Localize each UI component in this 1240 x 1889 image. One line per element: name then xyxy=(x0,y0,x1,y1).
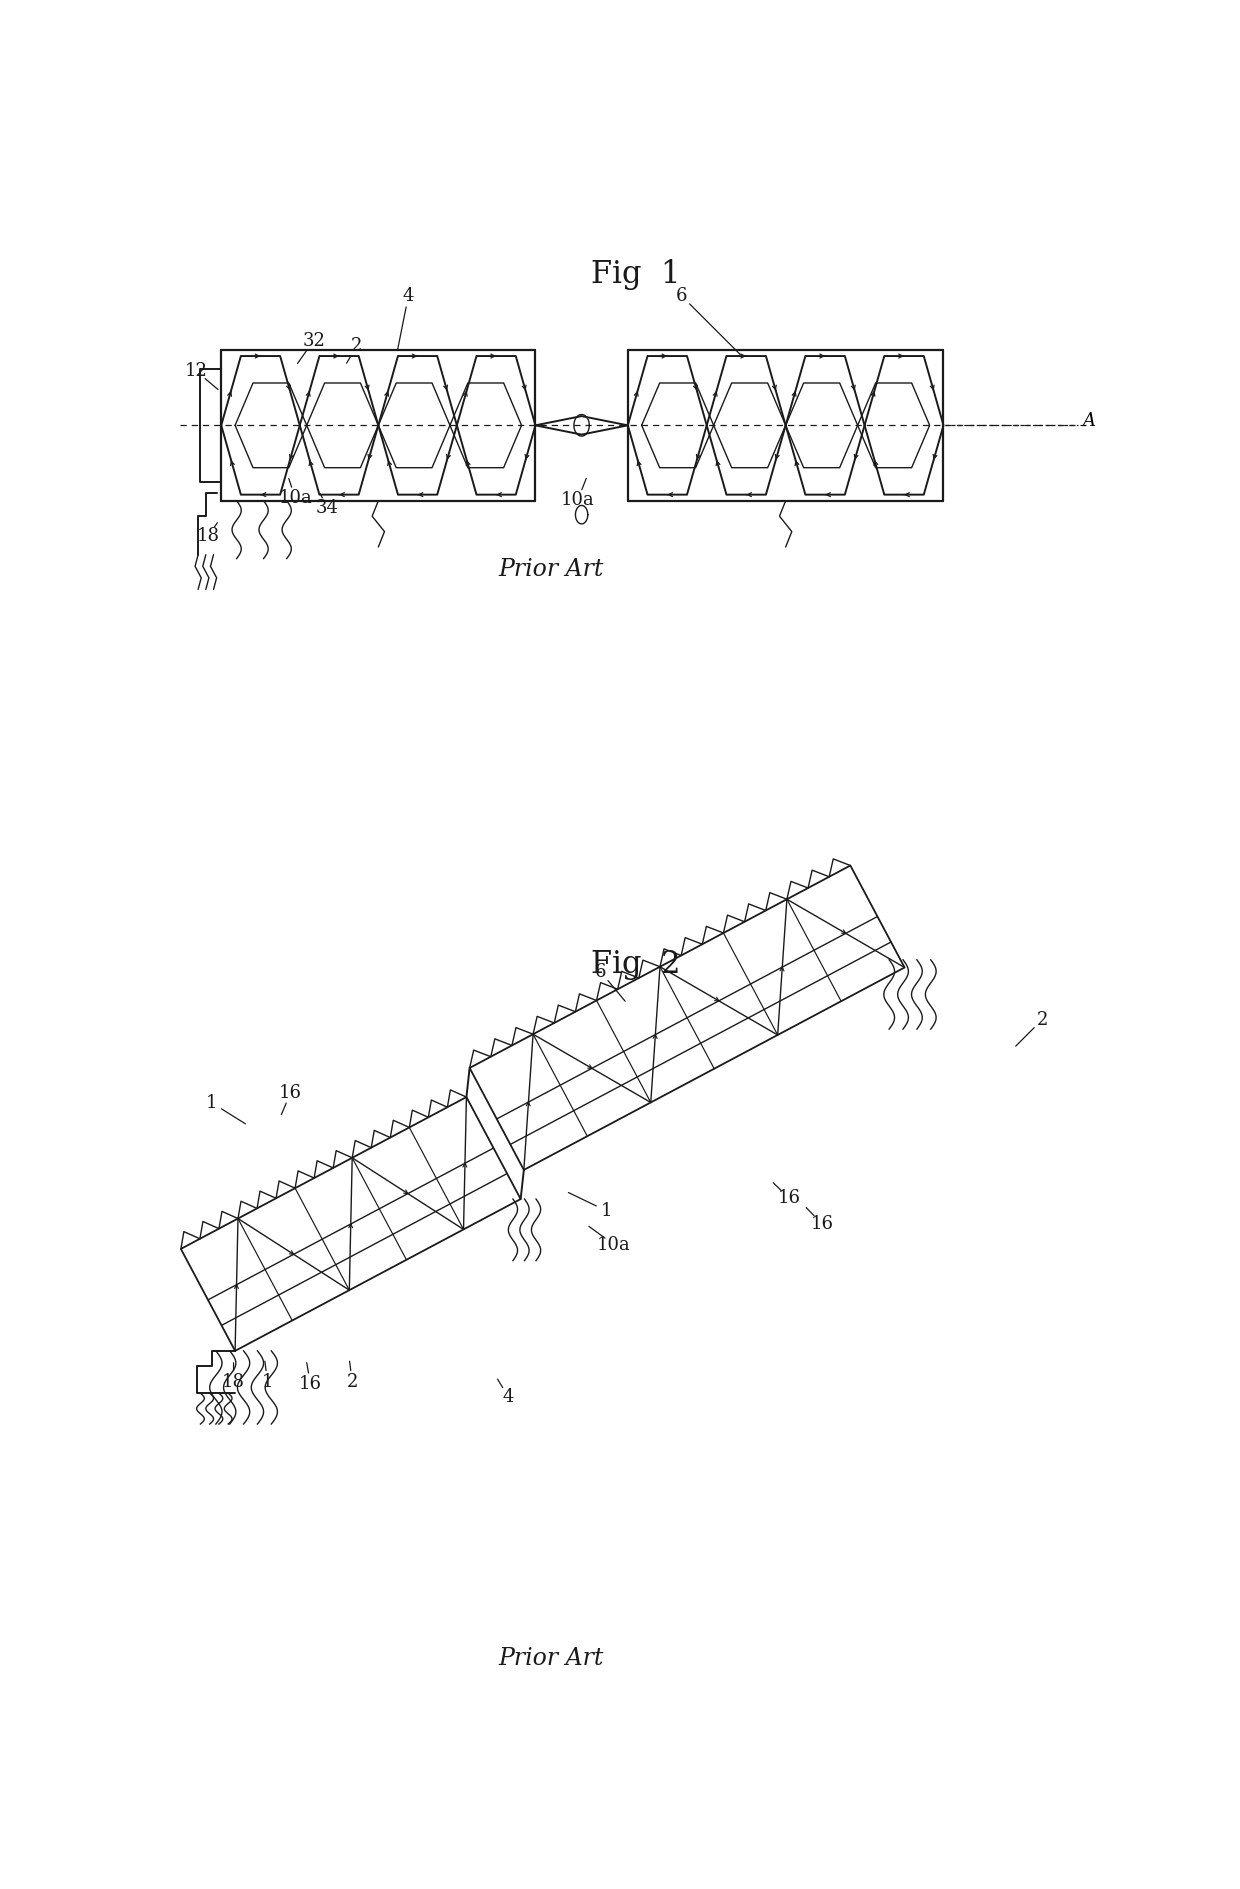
Text: 12: 12 xyxy=(185,363,208,380)
Text: 1: 1 xyxy=(600,1201,613,1220)
Text: 1: 1 xyxy=(206,1094,218,1113)
Text: 16: 16 xyxy=(299,1375,322,1392)
Text: 2: 2 xyxy=(1037,1011,1048,1030)
Text: 6: 6 xyxy=(595,963,606,980)
Text: 1: 1 xyxy=(262,1373,273,1390)
Text: 2: 2 xyxy=(351,336,362,355)
Text: Prior Art: Prior Art xyxy=(498,1647,604,1670)
Text: 18: 18 xyxy=(197,527,219,546)
Text: 10a: 10a xyxy=(598,1235,631,1254)
Text: 18: 18 xyxy=(222,1373,246,1390)
Text: 10a: 10a xyxy=(560,491,595,508)
Text: A: A xyxy=(1083,412,1095,431)
Text: Fig  2: Fig 2 xyxy=(590,948,681,980)
Text: 10a: 10a xyxy=(278,489,312,506)
Text: 34: 34 xyxy=(316,499,339,518)
Text: Prior Art: Prior Art xyxy=(498,557,604,580)
Text: 6: 6 xyxy=(676,287,687,304)
Text: 16: 16 xyxy=(811,1215,833,1234)
Text: 2: 2 xyxy=(346,1373,358,1390)
Text: 32: 32 xyxy=(303,332,325,349)
Text: 16: 16 xyxy=(279,1084,303,1101)
Text: 4: 4 xyxy=(403,287,414,304)
Text: 16: 16 xyxy=(777,1190,801,1207)
Text: 4: 4 xyxy=(502,1388,515,1405)
Text: Fig  1: Fig 1 xyxy=(590,259,681,291)
